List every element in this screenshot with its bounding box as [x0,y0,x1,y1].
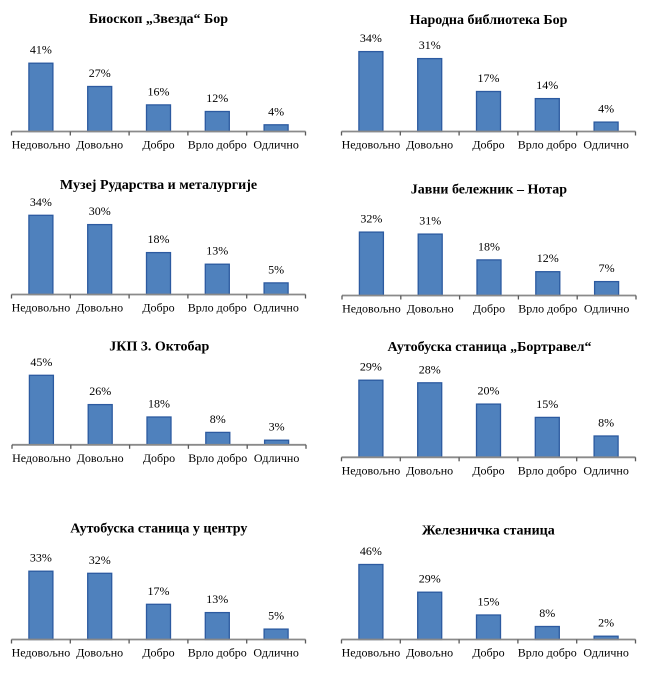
svg-text:17%: 17% [148,584,170,598]
svg-text:Врло добро: Врло добро [518,302,577,316]
svg-text:2%: 2% [598,616,614,630]
svg-text:Музеј Рударства и металургије: Музеј Рударства и металургије [60,178,257,193]
svg-text:ЈКП 3. Октобар: ЈКП 3. Октобар [109,340,209,355]
svg-text:3%: 3% [269,420,285,434]
svg-text:4%: 4% [268,104,284,118]
svg-text:Одлично: Одлично [253,301,298,315]
svg-text:Недовољно: Недовољно [342,463,401,477]
svg-text:Јавни бележник – Нотар: Јавни бележник – Нотар [411,183,567,198]
svg-text:Аутобуска станица у центру: Аутобуска станица у центру [70,521,247,536]
svg-text:Одлично: Одлично [253,138,298,152]
svg-text:Железничка станица: Железничка станица [422,523,555,538]
svg-text:12%: 12% [206,91,228,105]
svg-text:Врло добро: Врло добро [518,646,577,660]
svg-text:Довољно: Довољно [406,646,453,660]
svg-text:Аутобуска станица „Бортравел“: Аутобуска станица „Бортравел“ [388,340,592,355]
svg-text:17%: 17% [478,71,500,85]
svg-text:18%: 18% [148,397,170,411]
svg-text:7%: 7% [599,261,615,275]
svg-text:Добро: Добро [472,463,504,477]
svg-text:45%: 45% [30,355,52,369]
svg-text:30%: 30% [89,204,111,218]
svg-text:Довољно: Довољно [76,138,123,152]
svg-text:28%: 28% [419,362,441,376]
svg-text:13%: 13% [206,244,228,258]
svg-text:20%: 20% [478,384,500,398]
svg-text:Добро: Добро [143,451,175,465]
svg-text:8%: 8% [210,412,226,426]
svg-text:Добро: Добро [142,301,174,315]
svg-text:5%: 5% [268,609,284,623]
svg-text:31%: 31% [419,214,441,228]
svg-text:29%: 29% [360,360,382,374]
svg-text:Добро: Добро [472,138,504,152]
svg-text:18%: 18% [148,232,170,246]
svg-text:32%: 32% [89,553,111,567]
svg-text:Одлично: Одлично [583,646,628,660]
svg-text:Врло добро: Врло добро [188,138,247,152]
svg-text:Одлично: Одлично [584,302,629,316]
svg-text:27%: 27% [89,66,111,80]
svg-text:26%: 26% [89,384,111,398]
svg-text:Добро: Добро [142,138,174,152]
svg-text:Недовољно: Недовољно [12,451,71,465]
svg-text:Врло добро: Врло добро [188,301,247,315]
svg-text:33%: 33% [30,551,52,565]
svg-text:14%: 14% [536,78,558,92]
svg-text:41%: 41% [30,43,52,57]
svg-text:5%: 5% [268,262,284,276]
svg-text:Одлично: Одлично [583,463,628,477]
svg-text:Врло добро: Врло добро [518,138,577,152]
svg-text:Довољно: Довољно [407,302,454,316]
svg-text:Довољно: Довољно [77,451,124,465]
svg-text:Довољно: Довољно [76,301,123,315]
svg-text:34%: 34% [360,31,382,45]
svg-text:Недовољно: Недовољно [12,138,71,152]
svg-text:31%: 31% [419,38,441,52]
svg-text:Добро: Добро [142,646,174,660]
svg-text:8%: 8% [539,606,555,620]
svg-text:4%: 4% [598,102,614,116]
svg-text:Одлично: Одлично [583,138,628,152]
svg-text:13%: 13% [206,592,228,606]
svg-text:Добро: Добро [472,646,504,660]
svg-text:29%: 29% [419,572,441,586]
svg-text:Добро: Добро [473,302,505,316]
svg-text:Недовољно: Недовољно [342,646,401,660]
svg-text:Недовољно: Недовољно [342,302,401,316]
svg-text:Одлично: Одлично [254,451,299,465]
svg-text:34%: 34% [30,195,52,209]
svg-text:46%: 46% [360,544,382,558]
svg-text:15%: 15% [536,397,558,411]
svg-text:Биоскоп „Звезда“ Бор: Биоскоп „Звезда“ Бор [89,12,228,27]
svg-text:Недовољно: Недовољно [12,646,71,660]
svg-text:Одлично: Одлично [253,646,298,660]
svg-text:Народна библиотека Бор: Народна библиотека Бор [410,13,568,28]
svg-text:Недовољно: Недовољно [342,138,401,152]
svg-text:Недовољно: Недовољно [12,301,71,315]
svg-text:Врло добро: Врло добро [188,451,247,465]
svg-text:16%: 16% [148,84,170,98]
svg-text:Врло добро: Врло добро [188,646,247,660]
svg-text:32%: 32% [360,212,382,226]
svg-text:Довољно: Довољно [406,463,453,477]
svg-text:Довољно: Довољно [76,646,123,660]
svg-text:Довољно: Довољно [406,138,453,152]
svg-text:18%: 18% [478,239,500,253]
svg-text:12%: 12% [537,251,559,265]
svg-text:8%: 8% [598,416,614,430]
svg-text:Врло добро: Врло добро [518,463,577,477]
svg-text:15%: 15% [478,595,500,609]
